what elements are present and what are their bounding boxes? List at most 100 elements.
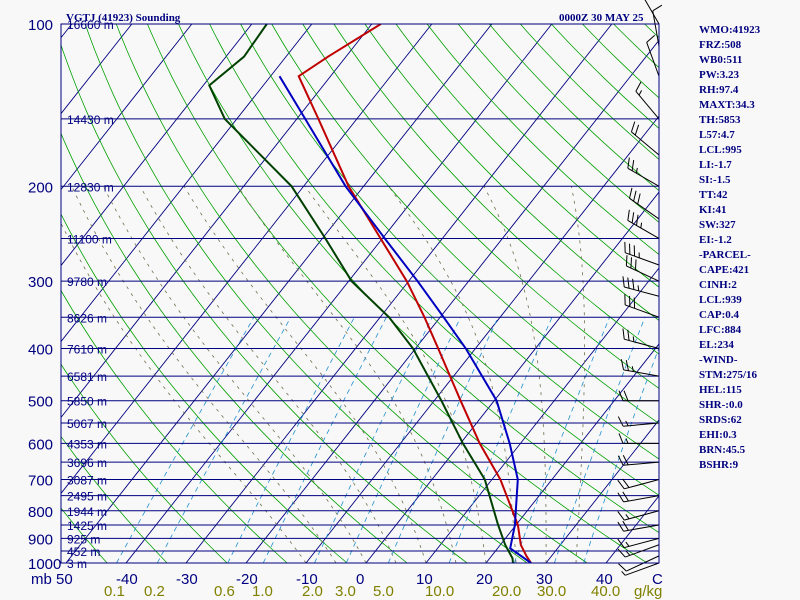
wind-barb: [618, 433, 659, 444]
isotherm-line: [485, 343, 659, 563]
index-item: LCL:939: [699, 294, 742, 306]
dewpoint-profile-line: [208, 24, 514, 563]
index-item: SRDS:62: [699, 414, 742, 426]
wind-barb-flag: [622, 328, 625, 340]
index-item: HEL:115: [699, 384, 742, 396]
pressure-tick-label: 500: [28, 394, 53, 411]
height-label: 6581 m: [67, 370, 107, 384]
wind-barb: [625, 255, 660, 282]
wind-barb-staff: [625, 304, 660, 318]
wind-barb-staff: [635, 91, 660, 120]
wind-barb-flag: [634, 124, 640, 136]
wind-barb-staff: [623, 422, 660, 427]
index-item: KI:41: [699, 204, 727, 216]
mixing-ratio-label: 40.0: [591, 583, 620, 600]
index-item: EL:234: [699, 339, 734, 351]
mixing-ratio-label: 20.0: [492, 583, 521, 600]
isotherm-line: [61, 24, 253, 267]
wind-barb-flag: [625, 360, 629, 371]
wind-barb-flag: [635, 214, 639, 226]
pressure-tick-label: 100: [28, 17, 53, 34]
stability-indices-panel: WMO:41923 FRZ:508 WB0:511 PW:3.23 RH:97.4 MAX…: [699, 23, 760, 473]
mixing-ratio-label: 5.0: [373, 583, 394, 600]
index-item: EHI:0.3: [699, 429, 737, 441]
mixing-ratio-label: 3.0: [335, 583, 356, 600]
index-item: SW:327: [699, 219, 736, 231]
wind-barb-staff: [623, 524, 660, 532]
wind-barb-flag: [617, 416, 624, 427]
height-label: 452 m: [67, 545, 100, 559]
index-item: PW:3.23: [699, 69, 740, 81]
pressure-axis-unit: mb: [31, 571, 52, 588]
isotherm-line: [305, 115, 659, 563]
mixing-ratio-line: [116, 317, 255, 563]
wind-barb-half-flag: [631, 366, 634, 372]
index-item: L57:4.7: [699, 129, 735, 141]
profile-lines: [208, 24, 532, 563]
dry-adiabat-line: [302, 24, 659, 389]
height-label: 3696 m: [67, 456, 107, 470]
wind-barb: [627, 209, 660, 239]
wind-barb-staff: [646, 42, 660, 77]
wind-barb-staff: [624, 338, 660, 349]
wind-barb-flag: [632, 278, 635, 290]
height-label: 1944 m: [67, 505, 107, 519]
moist-adiabat-line: [571, 186, 585, 563]
pressure-tick-label: 200: [28, 179, 53, 196]
wind-barb-flag: [629, 187, 633, 199]
isotherm-line: [545, 419, 659, 563]
wind-barb: [617, 491, 660, 503]
wind-barb: [618, 390, 659, 402]
index-item: SHR-:0.0: [699, 399, 743, 411]
wind-barb-flag: [618, 390, 624, 401]
wind-barb-flag: [630, 257, 633, 269]
temperature-axis-unit: C: [652, 571, 663, 588]
index-item: WB0:511: [699, 54, 743, 66]
wind-barb-staff: [627, 167, 660, 187]
wind-barb: [624, 241, 660, 266]
temperature-tick-label: 40: [596, 571, 613, 588]
index-item: BRN:45.5: [699, 444, 746, 456]
mixing-ratio-line: [513, 317, 610, 563]
height-label: 8626 m: [67, 311, 107, 325]
wind-barb: [635, 81, 660, 120]
dry-adiabat-line: [61, 363, 228, 563]
wind-barb-half-flag: [625, 420, 629, 426]
wind-barb: [646, 34, 660, 77]
wind-barb-flag: [617, 548, 626, 558]
wind-barb-flag: [618, 433, 624, 444]
isotherm-line: [61, 24, 193, 191]
wind-barb-flag: [622, 520, 629, 531]
height-label: 9780 m: [67, 275, 107, 289]
wind-barb-flag: [627, 277, 630, 289]
wind-barb-flag: [646, 34, 656, 43]
wind-barb-flag: [635, 81, 642, 92]
mixing-ratio-label: 0.2: [144, 583, 165, 600]
wind-barb-staff: [625, 544, 660, 558]
mixing-ratio-unit: g/kg: [634, 583, 662, 600]
wind-barb-half-flag: [625, 514, 630, 520]
dry-adiabat-line: [551, 24, 659, 129]
pressure-tick-label: 800: [28, 504, 53, 521]
wind-barb: [617, 520, 660, 532]
wind-barb-flag: [617, 492, 624, 503]
wind-barb-flag: [617, 538, 625, 548]
temperature-tick-label: 20: [476, 571, 493, 588]
wind-barb-flag: [617, 511, 625, 521]
wind-barb-flag: [631, 160, 635, 171]
wind-barb: [620, 359, 660, 377]
wind-barb-flag: [622, 478, 630, 488]
dry-adiabat-line: [488, 24, 659, 192]
index-item: WMO:41923: [699, 24, 761, 36]
wind-barb-staff: [625, 562, 660, 576]
wind-barb-staff: [644, 0, 660, 25]
temperature-tick-label: -40: [116, 571, 138, 588]
moist-adiabat-line: [183, 186, 427, 563]
index-item: MAXT:34.3: [699, 99, 755, 111]
dry-adiabat-line: [61, 132, 408, 563]
wind-barb: [624, 294, 660, 318]
index-item: RH:97.4: [699, 84, 739, 96]
wind-barb-staff: [625, 252, 660, 266]
